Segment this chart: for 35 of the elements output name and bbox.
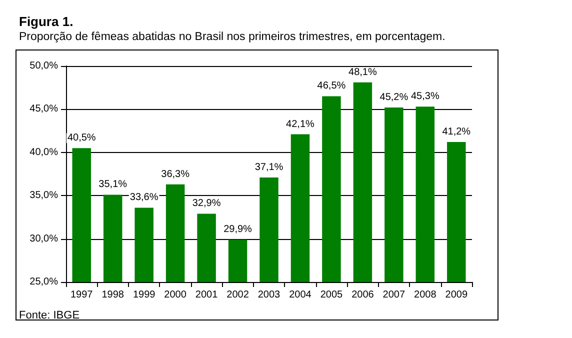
x-tick-label: 2003 [258, 290, 281, 300]
data-label: 29,9% [224, 224, 252, 236]
x-tick-label: 2008 [414, 290, 437, 300]
data-label: 45,2% [380, 92, 408, 103]
data-label: 33,6% [130, 192, 158, 204]
y-tick-label: 40,0% [30, 146, 58, 158]
source-note: Fonte: IBGE [19, 310, 80, 322]
x-tick-label: 2001 [195, 290, 218, 300]
chart-subtitle: Proporção de fêmeas abatidas no Brasil nos primeiros trimestres, em porcentagem. [19, 31, 446, 43]
y-tick-label: 50,0% [30, 60, 58, 72]
x-tick-label: 2000 [164, 290, 187, 300]
data-label: 42,1% [286, 118, 315, 130]
data-label: 41,2% [442, 126, 471, 138]
y-tick-label: 45,0% [30, 104, 58, 115]
x-tick-label: 2007 [382, 290, 406, 300]
data-label: 48,1% [348, 66, 377, 78]
data-label: 32,9% [192, 198, 221, 210]
x-tick-label: 2005 [320, 290, 344, 300]
x-tick-label: 1997 [70, 290, 94, 300]
x-tick-label: 1999 [132, 290, 156, 300]
x-tick-label: 1998 [102, 290, 124, 300]
chart-title: Figura 1. [19, 14, 74, 29]
data-label: 36,3% [161, 168, 190, 180]
y-tick-label: 35,0% [30, 190, 58, 202]
x-tick-label: 2006 [352, 290, 374, 300]
x-tick-label: 2002 [226, 290, 250, 300]
data-label: 35,1% [98, 179, 128, 190]
x-tick-label: 2004 [289, 290, 312, 300]
data-label: 45,3% [410, 91, 440, 102]
data-label: 40,5% [67, 132, 96, 144]
y-tick-label: 30,0% [30, 233, 58, 244]
data-label: 37,1% [254, 162, 284, 173]
data-label: 46,5% [317, 80, 346, 92]
x-tick-label: 2009 [445, 290, 468, 300]
y-tick-label: 25,0% [30, 276, 58, 288]
